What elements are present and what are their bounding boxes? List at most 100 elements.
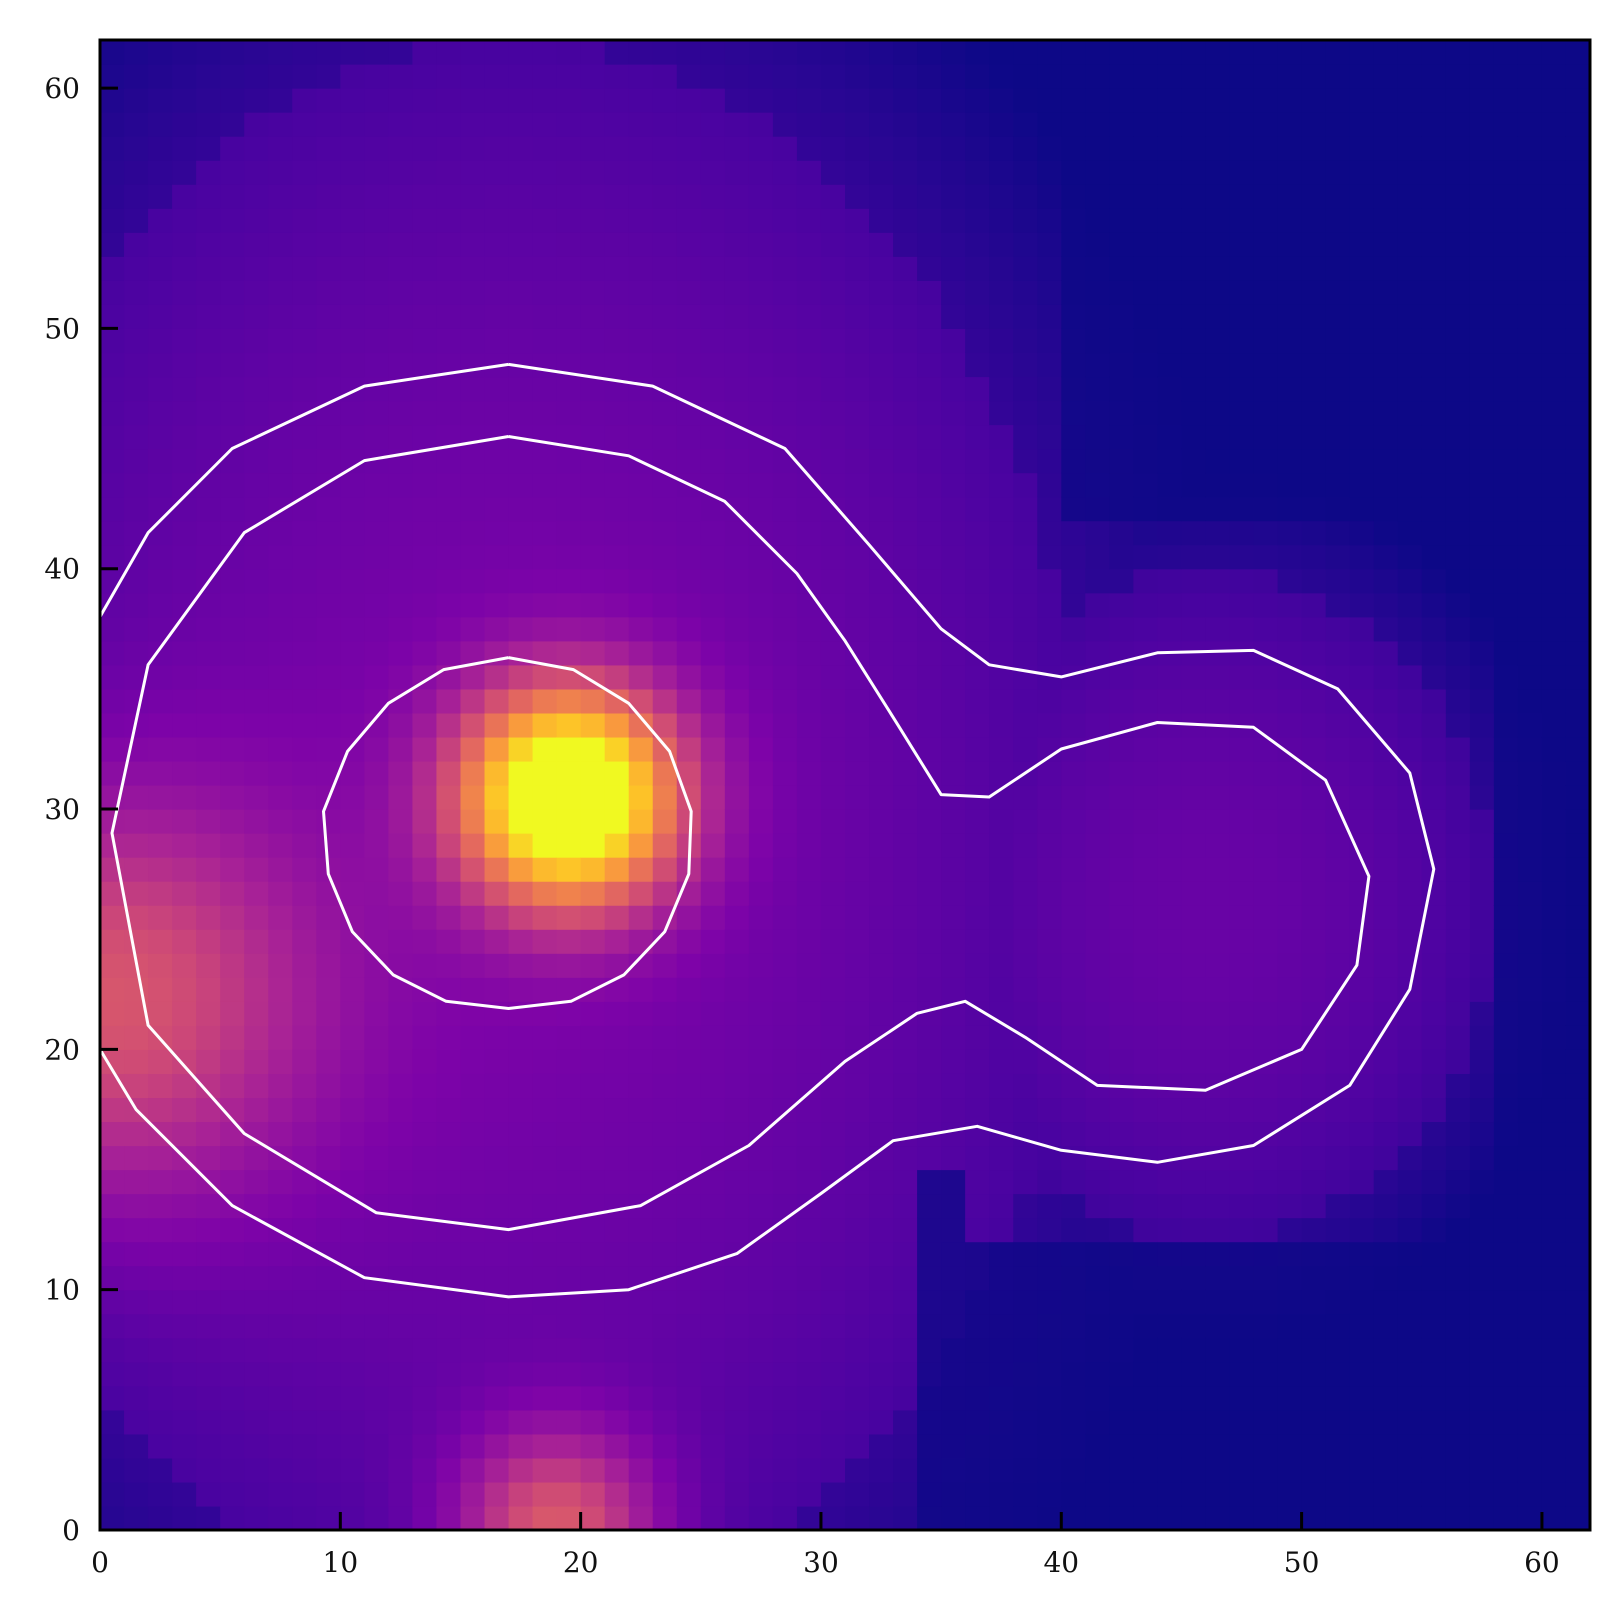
- heatmap-cell: [268, 881, 293, 906]
- heatmap-cell: [652, 88, 678, 113]
- heatmap-cell: [1277, 280, 1303, 305]
- heatmap-cell: [604, 712, 630, 738]
- heatmap-cell: [148, 112, 173, 137]
- heatmap-cell: [724, 857, 750, 882]
- heatmap-cell: [292, 280, 317, 305]
- heatmap-cell: [124, 376, 149, 402]
- heatmap-cell: [941, 1169, 966, 1195]
- heatmap-cell: [220, 400, 245, 426]
- heatmap-cell: [869, 1313, 894, 1339]
- heatmap-cell: [1109, 280, 1134, 305]
- heatmap-cell: [292, 785, 317, 810]
- heatmap-cell: [989, 496, 1014, 522]
- heatmap-cell: [148, 712, 173, 738]
- heatmap-cell: [1277, 1385, 1303, 1411]
- heatmap-cell: [1085, 88, 1110, 113]
- heatmap-cell: [1565, 664, 1591, 690]
- heatmap-cell: [652, 1121, 678, 1147]
- heatmap-cell: [148, 1385, 173, 1411]
- heatmap-cell: [820, 1193, 846, 1219]
- heatmap-cell: [1325, 280, 1351, 305]
- heatmap-cell: [460, 1217, 486, 1243]
- heatmap-cell: [893, 977, 918, 1002]
- heatmap-cell: [772, 1433, 798, 1459]
- heatmap-cell: [1085, 1385, 1110, 1411]
- heatmap-cell: [1541, 1361, 1567, 1387]
- heatmap-cell: [820, 448, 846, 474]
- heatmap-cell: [1517, 496, 1543, 522]
- heatmap-cell: [1517, 929, 1543, 954]
- heatmap-cell: [1037, 208, 1062, 233]
- heatmap-cell: [604, 1049, 630, 1074]
- heatmap-cell: [700, 1121, 726, 1147]
- heatmap-cell: [484, 448, 510, 474]
- heatmap-cell: [724, 1097, 750, 1123]
- heatmap-cell: [364, 520, 389, 546]
- heatmap-cell: [893, 328, 918, 354]
- heatmap-cell: [292, 1217, 317, 1243]
- heatmap-cell: [316, 1049, 341, 1074]
- heatmap-cell: [1349, 953, 1375, 978]
- heatmap-cell: [965, 664, 990, 690]
- heatmap-cell: [989, 1481, 1014, 1507]
- heatmap-cell: [1157, 1313, 1183, 1339]
- heatmap-cell: [1397, 1049, 1423, 1074]
- heatmap-cell: [1181, 1241, 1207, 1267]
- heatmap-cell: [1421, 1241, 1447, 1267]
- heatmap-cell: [532, 256, 558, 281]
- heatmap-cell: [1373, 760, 1399, 786]
- heatmap-cell: [460, 1481, 486, 1507]
- heatmap-cell: [244, 112, 269, 137]
- heatmap-cell: [244, 160, 269, 185]
- heatmap-cell: [172, 376, 197, 402]
- heatmap-cell: [1085, 1241, 1110, 1267]
- heatmap-cell: [1301, 712, 1327, 738]
- heatmap-cell: [1565, 857, 1591, 882]
- heatmap-cell: [100, 520, 125, 546]
- heatmap-cell: [1013, 400, 1038, 426]
- heatmap-cell: [1253, 208, 1279, 233]
- heatmap-cell: [893, 1409, 918, 1435]
- heatmap-cell: [1541, 256, 1567, 281]
- heatmap-cell: [1133, 256, 1159, 281]
- heatmap-cell: [965, 568, 990, 594]
- heatmap-cell: [1229, 1097, 1255, 1123]
- heatmap-cell: [1301, 1265, 1327, 1291]
- heatmap-cell: [388, 40, 414, 65]
- heatmap-cell: [436, 64, 462, 89]
- heatmap-cell: [1037, 1193, 1062, 1219]
- heatmap-cell: [364, 280, 389, 305]
- heatmap-cell: [845, 1193, 870, 1219]
- heatmap-cell: [869, 1097, 894, 1123]
- heatmap-cell: [1277, 448, 1303, 474]
- heatmap-cell: [172, 568, 197, 594]
- heatmap-cell: [340, 857, 365, 882]
- heatmap-cell: [1493, 785, 1519, 810]
- heatmap-cell: [1157, 400, 1183, 426]
- heatmap-cell: [772, 736, 798, 762]
- heatmap-cell: [436, 232, 462, 257]
- heatmap-cell: [1517, 520, 1543, 546]
- heatmap-cell: [604, 1265, 630, 1291]
- heatmap-cell: [244, 1265, 269, 1291]
- heatmap-cell: [941, 1361, 966, 1387]
- heatmap-cell: [412, 688, 438, 714]
- heatmap-cell: [316, 424, 341, 450]
- heatmap-cell: [1157, 1481, 1183, 1507]
- heatmap-cell: [1205, 1169, 1231, 1195]
- heatmap-cell: [941, 760, 966, 786]
- heatmap-cell: [1397, 1481, 1423, 1507]
- heatmap-cell: [1565, 304, 1591, 329]
- heatmap-cell: [1205, 280, 1231, 305]
- heatmap-cell: [100, 1361, 125, 1387]
- heatmap-cell: [1397, 881, 1423, 906]
- heatmap-cell: [700, 616, 726, 642]
- heatmap-cell: [1085, 64, 1110, 89]
- heatmap-cell: [100, 1121, 125, 1147]
- heatmap-cell: [604, 664, 630, 690]
- heatmap-cell: [1085, 1505, 1110, 1531]
- heatmap-cell: [1013, 857, 1038, 882]
- heatmap-cell: [1229, 280, 1255, 305]
- heatmap-cell: [1325, 929, 1351, 954]
- heatmap-cell: [1517, 760, 1543, 786]
